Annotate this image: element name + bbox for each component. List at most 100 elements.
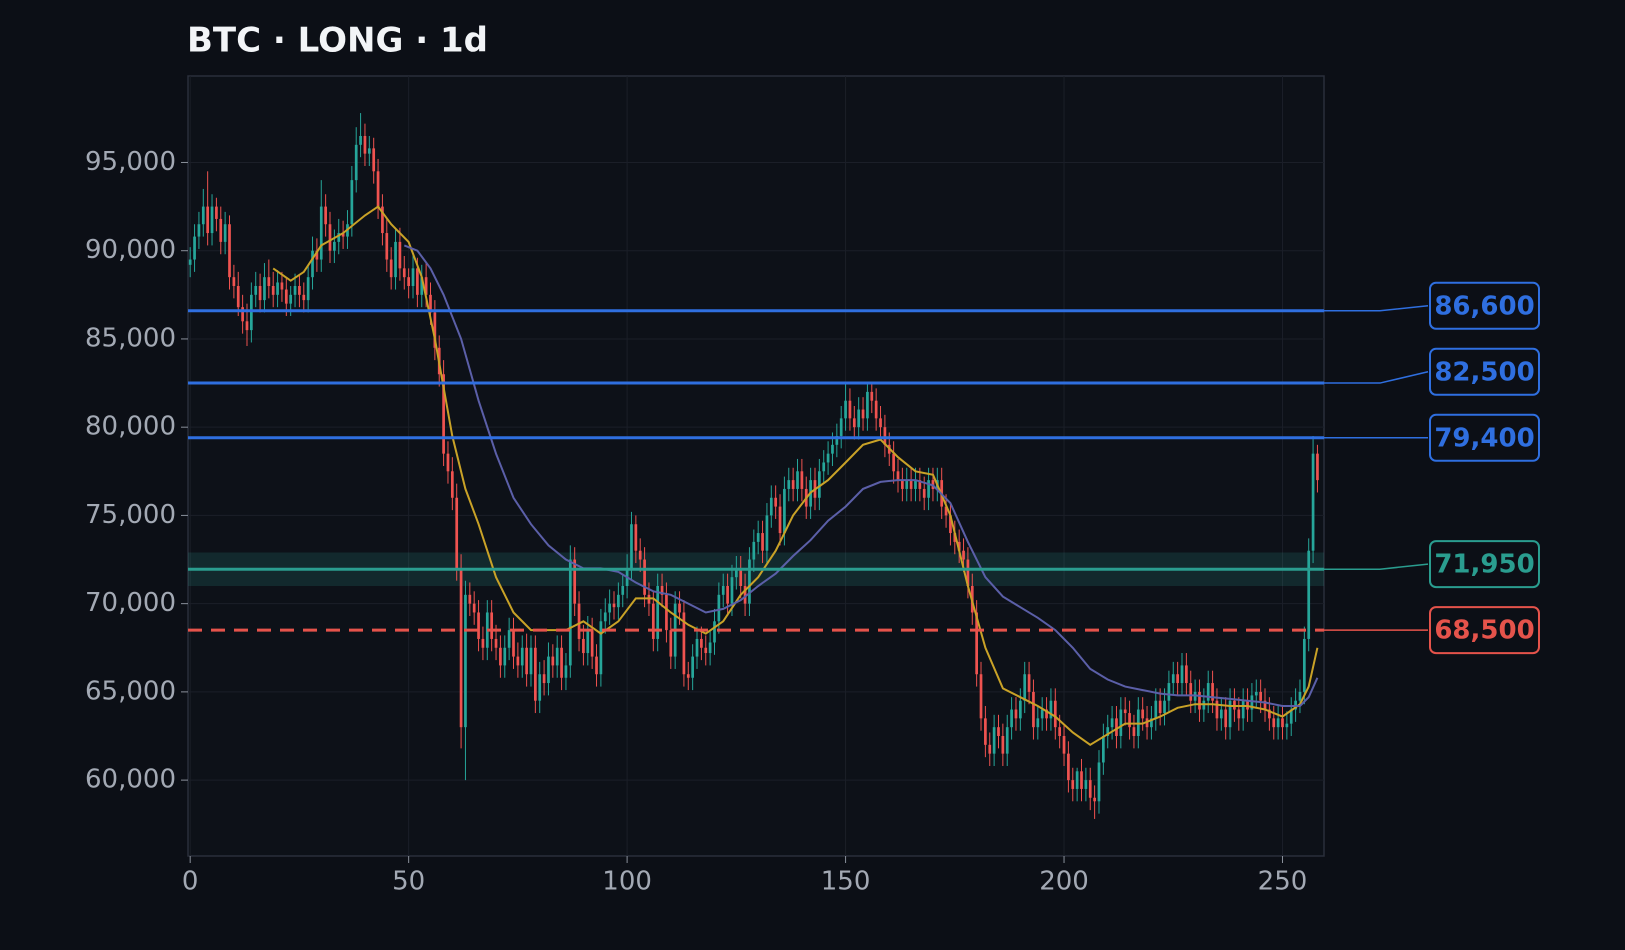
x-tick-label: 50: [392, 867, 425, 897]
candle-body: [298, 286, 301, 295]
candle-body: [1036, 718, 1040, 728]
candle-body: [193, 236, 196, 260]
level-label: 82,500: [1434, 357, 1534, 387]
candle-body: [516, 656, 520, 666]
y-tick-label: 70,000: [85, 588, 176, 618]
candle-body: [215, 206, 218, 219]
x-tick-label: 150: [821, 867, 871, 897]
candle-body: [341, 233, 345, 237]
candle-body: [499, 647, 502, 666]
candle-body: [1067, 753, 1070, 781]
candle-body: [992, 727, 996, 754]
candle-body: [695, 638, 699, 657]
candle-body: [1027, 674, 1031, 692]
candle-body: [468, 594, 472, 604]
candle-body: [918, 480, 922, 489]
candle-body: [783, 488, 786, 534]
level-label: 68,500: [1434, 616, 1534, 646]
candle-body: [949, 515, 952, 534]
candle-body: [1316, 453, 1319, 481]
candle-body: [586, 630, 590, 654]
y-tick-label: 85,000: [85, 323, 176, 353]
candle-body: [1123, 709, 1127, 714]
candle-body: [852, 418, 856, 428]
candle-body: [573, 559, 577, 604]
chart-title: BTC · LONG · 1d: [187, 21, 488, 61]
candle-body: [1150, 718, 1153, 728]
candle-body: [328, 224, 332, 251]
y-tick-label: 65,000: [85, 676, 176, 706]
candle-body: [1176, 674, 1179, 684]
candle-body: [560, 647, 563, 678]
candle-body: [1302, 638, 1306, 692]
candle-body: [796, 471, 799, 489]
candle-body: [1250, 695, 1254, 710]
candle-body: [263, 277, 266, 301]
candle-body: [477, 612, 480, 639]
candle-body: [1158, 700, 1162, 714]
candle-body: [617, 594, 620, 608]
candle-body: [402, 268, 406, 278]
candle-body: [1276, 718, 1280, 728]
candle-body: [721, 586, 725, 595]
candle-body: [765, 515, 769, 551]
candle-body: [367, 148, 371, 154]
level-label-box: [1429, 606, 1540, 655]
candle-body: [1040, 709, 1044, 719]
level-label-box: [1429, 540, 1540, 589]
candle-body: [656, 586, 660, 639]
candle-body: [1093, 797, 1096, 802]
candle-body: [1311, 453, 1315, 551]
candle-body: [525, 647, 528, 675]
y-tick-label: 90,000: [85, 235, 176, 265]
candle-body: [988, 744, 992, 754]
candle-body: [376, 171, 380, 207]
candle-body: [979, 674, 983, 719]
candle-body: [1259, 691, 1263, 701]
candle-body: [503, 647, 507, 666]
candle-body: [866, 391, 869, 419]
candle-body: [927, 480, 930, 498]
candle-body: [284, 289, 288, 304]
candle-body: [678, 603, 681, 613]
candle-body: [1263, 700, 1267, 710]
candle-body: [450, 471, 454, 498]
candle-body: [962, 550, 965, 560]
candle-body: [315, 250, 319, 260]
candle-body: [232, 277, 236, 286]
candle-body: [1224, 709, 1228, 728]
candle-body: [634, 524, 638, 551]
candle-body: [472, 603, 476, 613]
level-label: 86,600: [1434, 291, 1534, 321]
candle-body: [1268, 709, 1271, 719]
candle-body: [957, 541, 961, 551]
y-tick-label: 80,000: [85, 412, 176, 442]
candle-body: [1010, 709, 1013, 728]
candle-body: [350, 180, 354, 225]
candle-body: [507, 630, 511, 648]
candle-body: [848, 400, 852, 419]
candle-body: [874, 400, 878, 419]
candle-body: [201, 206, 205, 225]
candle-body: [564, 665, 568, 678]
candle-body: [1115, 718, 1118, 736]
candle-body: [665, 594, 668, 631]
candle-body: [324, 206, 327, 225]
candle-body: [708, 642, 712, 654]
candle-body: [826, 453, 830, 463]
candle-body: [446, 453, 450, 472]
candle-body: [1075, 771, 1079, 789]
candle-body: [529, 647, 533, 675]
candle-body: [817, 471, 821, 498]
candle-body: [621, 586, 625, 595]
candle-body: [800, 471, 804, 489]
candle-body: [1128, 713, 1131, 728]
candle-body: [857, 409, 861, 428]
candle-body: [1088, 780, 1092, 798]
candle-body: [337, 233, 341, 242]
candle-body: [660, 586, 664, 595]
candle-body: [1045, 709, 1048, 719]
y-tick-label: 95,000: [85, 147, 176, 177]
x-tick-label: 0: [182, 867, 199, 897]
candle-body: [1018, 700, 1022, 719]
